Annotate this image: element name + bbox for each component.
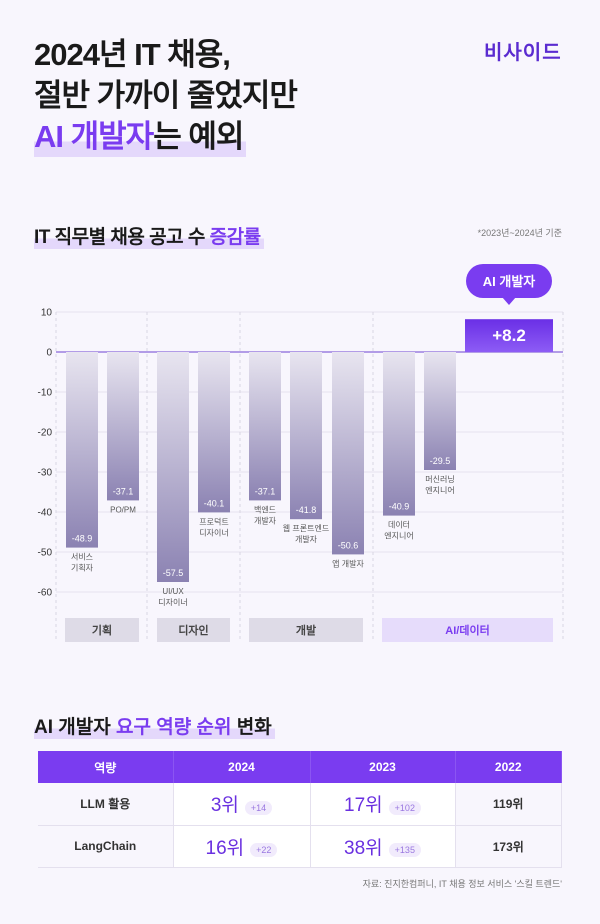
bar-category-label: 앱 개발자 <box>332 558 364 568</box>
bar-category-label: PO/PM <box>110 505 136 514</box>
col-header: 2023 <box>310 751 456 783</box>
title-line-2: 절반 가까이 줄었지만 <box>34 78 298 113</box>
group-box <box>157 618 230 642</box>
rank-value: 16위 <box>205 837 245 859</box>
chart-subtitle: IT 직무별 채용 공고 수 증감률 <box>34 222 264 249</box>
bar-category-label: 데이터 <box>388 520 410 530</box>
group-box <box>65 618 139 642</box>
bar <box>107 352 139 501</box>
y-tick-label: -30 <box>38 468 53 479</box>
bar-category-label: UI/UX <box>162 587 184 596</box>
rank-change-badge: +102 <box>388 801 421 816</box>
group-label: 기획 <box>92 623 112 637</box>
bar <box>383 352 415 516</box>
bar-category-label: 개발자 <box>254 515 277 525</box>
bar-value-label: -29.5 <box>430 456 451 466</box>
bar <box>66 352 98 548</box>
title-line-3: AI 개발자는 예외 <box>34 116 247 157</box>
bar <box>157 352 189 582</box>
y-tick-label: -40 <box>38 508 53 519</box>
group-label: 디자인 <box>178 623 208 637</box>
bar-value-label: +8.2 <box>492 326 526 345</box>
table-row: LLM 활용 3위 +14 17위 +102 119위 <box>38 783 562 826</box>
col-header: 역량 <box>38 751 174 783</box>
title-rest: 는 예외 <box>153 119 244 154</box>
rank-2023-cell: 38위 +135 <box>310 825 456 868</box>
bar-category-label: 웹 프론트엔드 <box>283 523 329 533</box>
bar-value-label: -57.5 <box>163 568 184 578</box>
y-tick-label: -10 <box>38 388 53 399</box>
rank-value: 3위 <box>210 795 239 817</box>
table-row: LangChain 16위 +22 38위 +135 173위 <box>38 825 562 868</box>
bar-category-label: 디자이너 <box>158 597 187 607</box>
table-title-highlight: 요구 역량 순위 <box>116 717 232 738</box>
bar-category-label: 서비스 <box>71 553 93 562</box>
bar <box>290 352 322 520</box>
rank-2024-cell: 16위 +22 <box>173 825 311 868</box>
callout-pointer <box>502 297 516 305</box>
y-tick-label: -50 <box>38 548 53 559</box>
bar <box>332 352 364 555</box>
y-tick-label: -20 <box>38 428 53 439</box>
bar <box>465 319 553 352</box>
group-box <box>382 618 553 642</box>
rank-change-badge: +22 <box>250 843 278 858</box>
bar-value-label: -40.9 <box>389 502 410 512</box>
bar <box>198 352 230 513</box>
group-label: 개발 <box>296 623 316 637</box>
table-title-main: AI 개발자 <box>34 717 116 738</box>
table-header-row: 역량 2024 2023 2022 <box>38 751 562 783</box>
col-header: 2024 <box>173 751 311 783</box>
col-header: 2022 <box>455 751 562 783</box>
bar-value-label: -50.6 <box>338 540 359 550</box>
rank-change-badge: +14 <box>244 801 273 816</box>
brand-logo: 비사이드 <box>484 42 562 64</box>
bar-category-label: 프로덕트 <box>199 516 228 526</box>
bar <box>249 352 281 501</box>
callout-bubble <box>466 264 552 298</box>
rank-value: 38위 <box>344 837 383 859</box>
rank-value: 17위 <box>344 795 383 817</box>
group-box <box>249 618 363 642</box>
bar-category-label: 기획자 <box>71 563 94 573</box>
rank-2023-cell: 17위 +102 <box>310 783 456 826</box>
table-title: AI 개발자 요구 역량 순위 변화 <box>34 712 275 739</box>
title-line-1: 2024년 IT 채용, <box>34 37 231 72</box>
skill-rank-table: 역량 2024 2023 2022 LLM 활용 3위 +14 17위 +102 1… <box>38 751 562 868</box>
bar-category-label: 개발자 <box>295 534 318 544</box>
skill-cell: LangChain <box>38 825 174 868</box>
bar-value-label: -37.1 <box>255 486 276 496</box>
source-note: 자료: 진지한컴퍼니, IT 채용 정보 서비스 '스킬 트렌드' <box>362 879 562 889</box>
chart-note: *2023년~2024년 기준 <box>477 228 562 238</box>
bar-category-label: 머신러닝 <box>425 474 454 484</box>
bar-value-label: -37.1 <box>113 486 134 496</box>
table-title-rest: 변화 <box>231 717 272 738</box>
callout-label: AI 개발자 <box>483 274 536 289</box>
bar-category-label: 엔지니어 <box>425 485 454 495</box>
rank-2024-cell: 3위 +14 <box>173 783 311 826</box>
page-title: 2024년 IT 채용, 절반 가까이 줄었지만 AI 개발자는 예외 <box>34 34 298 157</box>
bar-value-label: -41.8 <box>296 505 317 515</box>
bar-value-label: -40.1 <box>204 498 225 508</box>
bar-category-label: 엔지니어 <box>384 531 413 541</box>
bar <box>424 352 456 470</box>
rank-2022-cell: 173위 <box>455 825 562 868</box>
bar-category-label: 디자이너 <box>199 527 228 537</box>
subtitle-highlight: 증감률 <box>209 227 261 248</box>
bar-category-label: 백엔드 <box>254 504 276 514</box>
y-tick-label: 0 <box>46 348 52 359</box>
skill-cell: LLM 활용 <box>38 783 174 826</box>
subtitle-main: IT 직무별 채용 공고 수 <box>34 227 210 248</box>
bar-value-label: -48.9 <box>72 534 93 544</box>
rank-change-badge: +135 <box>388 843 421 858</box>
title-highlight: AI 개발자 <box>34 119 154 154</box>
y-tick-label: 10 <box>41 308 53 319</box>
rank-2022-cell: 119위 <box>455 783 562 826</box>
y-tick-label: -60 <box>38 588 53 599</box>
group-label: AI/데이터 <box>445 623 489 637</box>
